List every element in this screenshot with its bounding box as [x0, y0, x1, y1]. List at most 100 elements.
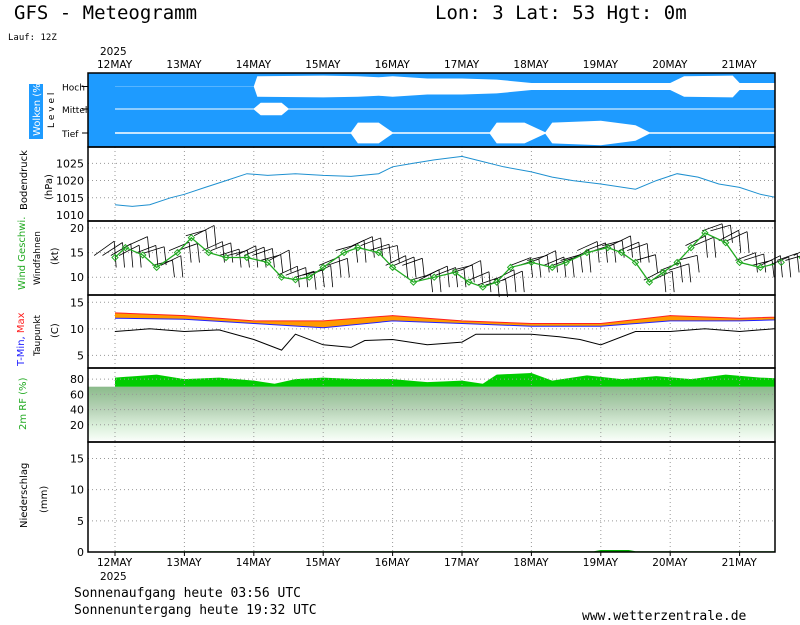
panel-frame-precip — [87, 441, 776, 553]
cloud-area-mittel — [115, 102, 775, 116]
wind-barb — [735, 252, 756, 261]
wind-barb — [693, 236, 714, 247]
wind-speed-marker — [152, 263, 161, 272]
wind-barb — [110, 243, 132, 256]
wind-barb — [285, 267, 306, 276]
wind-barb — [468, 271, 490, 281]
date-label-bottom: 18MAY — [513, 557, 549, 569]
tmax-line — [114, 312, 775, 324]
wind-speed-marker — [659, 268, 667, 276]
tmin-line — [114, 317, 775, 329]
wind-barb-flag — [721, 223, 725, 243]
date-label-bottom: 21MAY — [722, 557, 758, 569]
wind-barb-flag — [138, 245, 142, 268]
wind-barb — [377, 245, 398, 251]
wind-barb — [627, 243, 648, 251]
wind-barb — [726, 231, 748, 242]
wind-barb — [327, 257, 348, 266]
title-location: Lon: 3 Lat: 53 Hgt: 0m — [435, 2, 687, 24]
wind-barb-flag — [471, 265, 475, 283]
wind-barb-flag — [755, 252, 758, 273]
wind-barb-flag — [646, 243, 650, 263]
wind-barb-flag — [380, 237, 384, 258]
wind-barb-flag — [746, 231, 750, 253]
wind-speed-marker — [701, 229, 709, 237]
wind-barb — [93, 240, 115, 256]
panel-frame-pressure — [87, 146, 776, 222]
wind-barb — [135, 244, 156, 254]
wind-barb-flag — [688, 263, 692, 283]
pressure-ylabel: Bodendruck — [19, 150, 30, 210]
wind-barb — [668, 263, 689, 271]
wind-barb-flag — [255, 245, 259, 268]
wind-speed-marker — [354, 243, 362, 252]
date-label-top: 18MAY — [513, 59, 549, 71]
precip-unit: (mm) — [39, 486, 50, 513]
wind-barb — [427, 265, 448, 276]
wind-barb-flag — [280, 254, 284, 273]
tick-label-wind: 15 — [70, 247, 84, 260]
precip-line — [115, 550, 775, 552]
wind-barb-flag — [655, 254, 658, 273]
wind-barb — [718, 229, 739, 242]
wind-barb — [102, 242, 123, 256]
wind-barb-flag — [330, 265, 334, 288]
wind-barb-flag — [563, 256, 567, 278]
windfahnen-label: Windfahnen — [33, 231, 43, 285]
wind-barb — [618, 241, 639, 251]
wind-speed-marker — [291, 275, 300, 284]
wind-barb-flag — [521, 271, 525, 293]
wind-barb-flag — [130, 243, 134, 268]
wind-barb — [360, 237, 381, 247]
date-label-bottom: 12MAY — [97, 557, 133, 569]
wind-barb — [793, 251, 800, 256]
wind-barb-flag — [671, 271, 675, 293]
date-label-bottom: 16MAY — [375, 557, 411, 569]
wind-barb-flag — [413, 256, 417, 278]
sunset-text: Sonnenuntergang heute 19:32 UTC — [74, 603, 317, 618]
wind-barb-flag — [288, 250, 292, 273]
wind-barb — [776, 252, 798, 261]
wind-barb — [252, 248, 273, 256]
wind-barb — [701, 223, 723, 232]
wind-barb-flag — [663, 269, 667, 293]
rh-area — [115, 373, 775, 387]
wind-speed-marker — [756, 263, 765, 272]
wind-speed-marker — [222, 253, 230, 262]
date-label-top: 21MAY — [722, 59, 758, 71]
wind-barb-flag — [197, 243, 200, 263]
year-label-top: 2025 — [100, 46, 127, 58]
wind-barb-flag — [530, 257, 533, 278]
level-label-hoch: Hoch — [62, 84, 85, 94]
wind-speed-marker — [735, 258, 744, 267]
wind-speed-marker — [645, 278, 654, 286]
wind-barb-flag — [613, 244, 617, 263]
wind-barb — [277, 265, 298, 276]
wind-barb-flag — [771, 260, 775, 278]
wind-barb-flag — [405, 255, 409, 278]
tick-label-humidity: 40 — [70, 404, 84, 417]
tick-label-pressure: 1020 — [56, 175, 84, 188]
date-label-top: 12MAY — [97, 59, 133, 71]
wind-barb-flag — [463, 268, 467, 288]
wind-barb — [352, 236, 373, 247]
wind-speed-marker — [479, 283, 487, 291]
wind-barb — [610, 235, 631, 247]
level-ylabel: L e v e l — [47, 93, 57, 128]
wind-barb-flag — [338, 256, 342, 278]
tick-label-temperature: 5 — [77, 349, 84, 362]
wind-barb-flag — [346, 258, 350, 278]
wind-speed-marker — [319, 263, 327, 272]
wind-speed-marker — [527, 258, 536, 267]
wind-barb — [235, 245, 256, 256]
date-label-top: 14MAY — [236, 59, 272, 71]
wind-speed-marker — [111, 253, 119, 262]
wind-barb-flag — [480, 260, 484, 283]
date-label-bottom: 15MAY — [305, 557, 341, 569]
cloud-area-tief — [115, 120, 775, 146]
date-label-bottom: 20MAY — [652, 557, 688, 569]
wind-speed-marker — [617, 248, 626, 257]
wind-barb — [543, 256, 565, 266]
wind-speed-marker — [263, 258, 272, 267]
wind-speed-marker — [173, 248, 182, 257]
